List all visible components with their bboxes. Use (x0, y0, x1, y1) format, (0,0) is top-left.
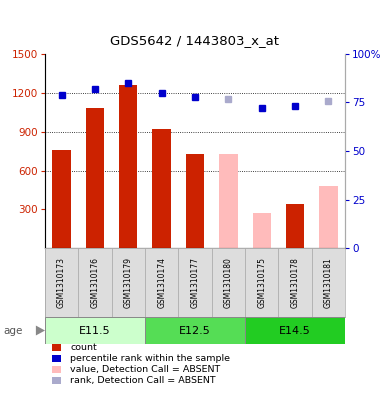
Polygon shape (36, 325, 45, 336)
Bar (219, 154, 238, 248)
Bar (45, 317, 145, 344)
Text: E12.5: E12.5 (179, 325, 211, 336)
Text: age: age (3, 325, 23, 336)
Text: percentile rank within the sample: percentile rank within the sample (70, 354, 230, 363)
Text: GDS5642 / 1443803_x_at: GDS5642 / 1443803_x_at (110, 33, 280, 47)
Bar (253, 213, 271, 248)
Bar (245, 248, 278, 317)
Bar (312, 248, 345, 317)
Text: GSM1310177: GSM1310177 (190, 257, 200, 308)
Bar (52, 344, 61, 351)
Text: value, Detection Call = ABSENT: value, Detection Call = ABSENT (70, 365, 220, 374)
Bar (245, 317, 345, 344)
Bar (178, 248, 212, 317)
Bar (45, 248, 78, 317)
Text: GSM1310176: GSM1310176 (90, 257, 99, 308)
Bar (145, 317, 245, 344)
Bar (52, 366, 61, 373)
Bar (52, 355, 61, 362)
Text: GSM1310179: GSM1310179 (124, 257, 133, 308)
Bar (112, 248, 145, 317)
Text: GSM1310174: GSM1310174 (157, 257, 166, 308)
Bar (319, 186, 338, 248)
Text: GSM1310178: GSM1310178 (291, 257, 300, 308)
Bar (286, 204, 304, 248)
Bar (278, 248, 312, 317)
Bar (212, 248, 245, 317)
Text: GSM1310175: GSM1310175 (257, 257, 266, 308)
Bar (52, 377, 61, 384)
Text: GSM1310173: GSM1310173 (57, 257, 66, 308)
Bar (119, 85, 137, 248)
Bar (78, 248, 112, 317)
Bar (145, 248, 178, 317)
Bar (52, 150, 71, 248)
Text: GSM1310180: GSM1310180 (224, 257, 233, 308)
Text: rank, Detection Call = ABSENT: rank, Detection Call = ABSENT (70, 376, 216, 385)
Bar (152, 129, 171, 248)
Text: count: count (70, 343, 97, 352)
Bar (86, 108, 104, 248)
Text: E14.5: E14.5 (279, 325, 311, 336)
Bar (186, 154, 204, 248)
Text: GSM1310181: GSM1310181 (324, 257, 333, 308)
Text: E11.5: E11.5 (79, 325, 111, 336)
